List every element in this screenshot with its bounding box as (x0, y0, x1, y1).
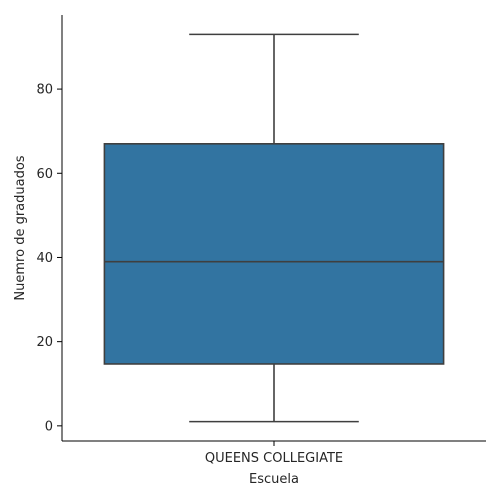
y-axis-title: Nuemro de graduados (13, 155, 28, 300)
y-tick-label: 60 (36, 167, 53, 182)
y-axis-ticks: 0 20 40 60 80 (36, 83, 62, 434)
y-tick-label: 0 (45, 419, 53, 434)
x-tick-label: QUEENS COLLEGIATE (205, 451, 343, 466)
x-axis-ticks: QUEENS COLLEGIATE (205, 441, 343, 466)
y-tick-label: 20 (36, 335, 53, 350)
y-tick-label: 40 (36, 251, 53, 266)
boxes-layer (103, 33, 445, 423)
x-axis-title: Escuela (249, 472, 299, 487)
y-tick-label: 80 (36, 83, 53, 98)
iqr-box (103, 143, 445, 365)
